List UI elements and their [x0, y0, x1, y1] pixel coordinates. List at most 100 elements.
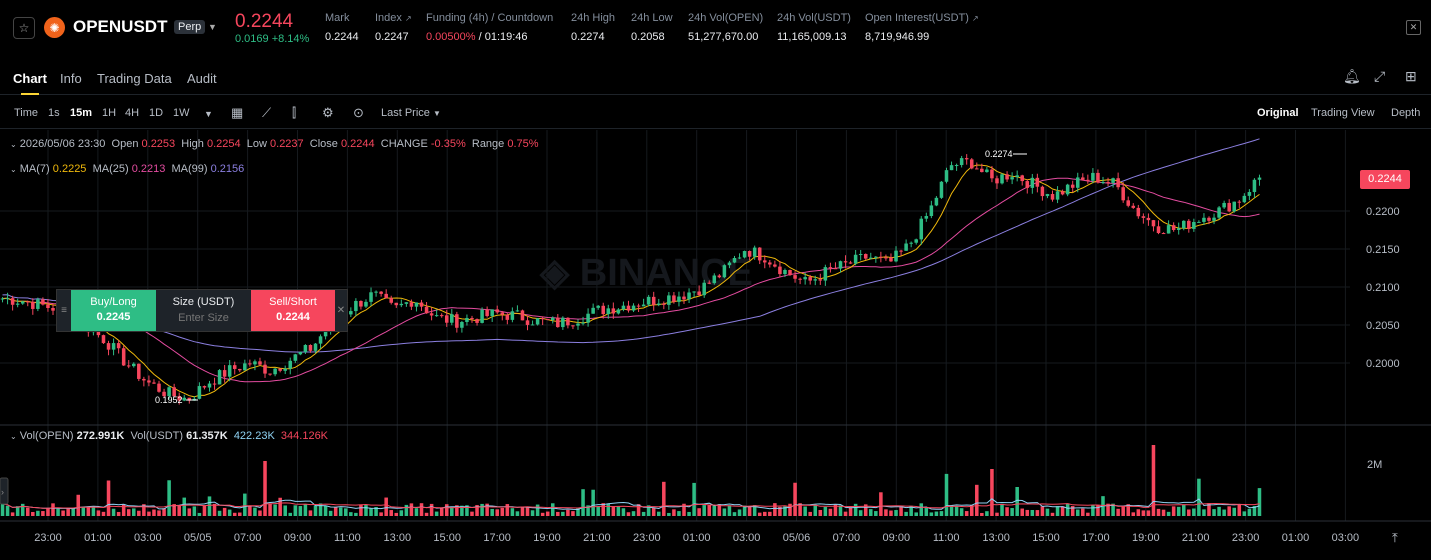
volume-bar — [853, 503, 858, 516]
candle-body — [566, 317, 570, 326]
settings-icon[interactable]: ⊙ — [353, 105, 364, 120]
candle-body — [308, 345, 313, 351]
candle-body — [1187, 220, 1191, 229]
size-field: Size (USDT) — [156, 290, 251, 331]
volume-bar — [439, 507, 444, 516]
volume-bar — [742, 505, 747, 516]
interval-1h[interactable]: 1H — [102, 107, 117, 119]
price-chart[interactable]: ◈ BINANCE 0.2200 0.2150 0.2100 0.2050 0.2000… — [0, 130, 1431, 560]
tab-audit[interactable]: Audit — [187, 71, 217, 86]
candle-body — [813, 279, 818, 281]
volume-bar — [1202, 509, 1206, 516]
drawing-tools-icon[interactable]: ⚙︎ — [322, 105, 334, 120]
last-price: 0.2244 — [235, 11, 294, 32]
volume-bar — [172, 504, 176, 516]
price-type-select[interactable]: Last Price ▼ — [381, 107, 441, 119]
volume-bar — [1000, 503, 1004, 516]
candle-body — [899, 250, 903, 252]
volume-bar — [1252, 505, 1257, 516]
interval-4h[interactable]: 4H — [125, 107, 140, 119]
candle-body — [303, 345, 308, 353]
time-tick-label: 13:00 — [982, 532, 1010, 544]
scroll-handle[interactable]: › — [0, 477, 9, 505]
volume-bar — [752, 505, 757, 516]
chevron-down-icon[interactable]: ▼ — [208, 22, 217, 32]
expand-icon[interactable]: ⤢ — [1374, 68, 1386, 84]
interval-1w[interactable]: 1W — [173, 107, 190, 119]
tab-trading-data[interactable]: Trading Data — [97, 71, 172, 86]
close-icon[interactable]: ✕ — [336, 305, 346, 316]
volume-bar — [394, 512, 399, 516]
stat-funding: Funding (4h) / Countdown 0.00500% / 01:1… — [426, 12, 554, 43]
volume-bar — [1156, 508, 1161, 516]
candle-body — [1141, 216, 1146, 218]
size-input[interactable] — [161, 311, 246, 325]
volume-bar — [268, 503, 272, 516]
stat-open-interest[interactable]: Open Interest(USDT) ↗ 8,719,946.99 — [865, 12, 979, 43]
volume-bar — [197, 512, 202, 516]
candle-body — [5, 298, 10, 300]
volume-bar — [364, 504, 368, 516]
symbol-name[interactable]: OPENUSDT — [73, 17, 168, 36]
volume-bar — [116, 511, 121, 516]
buy-long-button[interactable]: Buy/Long 0.2245 — [71, 290, 156, 331]
interval-15m[interactable]: 15m — [70, 107, 93, 119]
candle-body — [1161, 233, 1166, 235]
sell-short-button[interactable]: Sell/Short 0.2244 — [251, 290, 335, 331]
volume-bar — [288, 512, 293, 516]
volume-bar — [132, 508, 136, 516]
candle-body — [833, 268, 838, 270]
volume-bar — [682, 503, 686, 516]
time-tick-label: 01:00 — [683, 532, 711, 544]
quick-trade-panel: ≡ Buy/Long 0.2245 Size (USDT) Sell/Short… — [56, 289, 348, 332]
volume-bar — [1106, 503, 1110, 516]
candle-body — [742, 251, 747, 258]
volume-bar — [1075, 509, 1080, 516]
candle-body — [480, 309, 484, 323]
volume-bar — [96, 510, 101, 516]
interval-1s[interactable]: 1s — [48, 107, 60, 119]
volume-bar — [808, 511, 812, 516]
volume-bar — [783, 506, 787, 516]
current-price-label: 0.2244 — [1360, 170, 1410, 189]
volume-bar — [379, 512, 383, 516]
volume-bar — [1222, 509, 1226, 516]
candle-body — [10, 298, 15, 305]
candle-body — [828, 267, 833, 269]
collapse-chevron-icon: ⌄ — [10, 140, 17, 149]
candle-body — [313, 343, 318, 351]
favorite-star-icon[interactable]: ☆ — [13, 17, 35, 39]
time-tick-label: 23:00 — [34, 532, 62, 544]
drag-handle-icon[interactable]: ≡ — [61, 305, 67, 316]
candle-body — [990, 169, 994, 179]
stat-index[interactable]: Index ↗ 0.2247 — [375, 12, 412, 43]
time-tick-label: 11:00 — [933, 532, 960, 544]
tab-info[interactable]: Info — [60, 71, 82, 86]
bell-icon[interactable]: 🔔︎ — [1343, 68, 1361, 84]
volume-bar — [823, 506, 828, 516]
grid-layout-icon[interactable]: ⊞ — [1405, 68, 1417, 84]
volume-bar — [25, 507, 30, 516]
volume-bar — [162, 508, 166, 516]
volume-bar — [344, 508, 348, 516]
volume-bar — [61, 510, 65, 516]
volume-bar — [313, 505, 318, 516]
indicator-icon[interactable]: ⟋ — [262, 105, 272, 120]
reset-scale-icon[interactable]: ⤒ — [1392, 530, 1398, 545]
interval-more-chevron-icon[interactable]: ▼ — [204, 109, 213, 119]
volume-bar — [278, 497, 282, 516]
interval-1d[interactable]: 1D — [149, 107, 164, 119]
calendar-icon[interactable]: ▦ — [231, 105, 244, 120]
view-original[interactable]: Original — [1257, 107, 1299, 119]
time-tick-label: 19:00 — [533, 532, 561, 544]
candle-body — [243, 363, 247, 371]
candle-body — [0, 298, 5, 300]
view-trading-view[interactable]: Trading View — [1311, 107, 1375, 119]
close-icon[interactable]: ✕ — [1406, 20, 1421, 35]
candle-body — [1000, 174, 1004, 184]
candle-body — [1091, 172, 1095, 181]
tab-chart[interactable]: Chart — [13, 71, 47, 95]
candle-type-icon[interactable]: ⫿ — [292, 105, 297, 120]
view-depth[interactable]: Depth — [1391, 107, 1421, 119]
volume-bar — [535, 504, 540, 516]
